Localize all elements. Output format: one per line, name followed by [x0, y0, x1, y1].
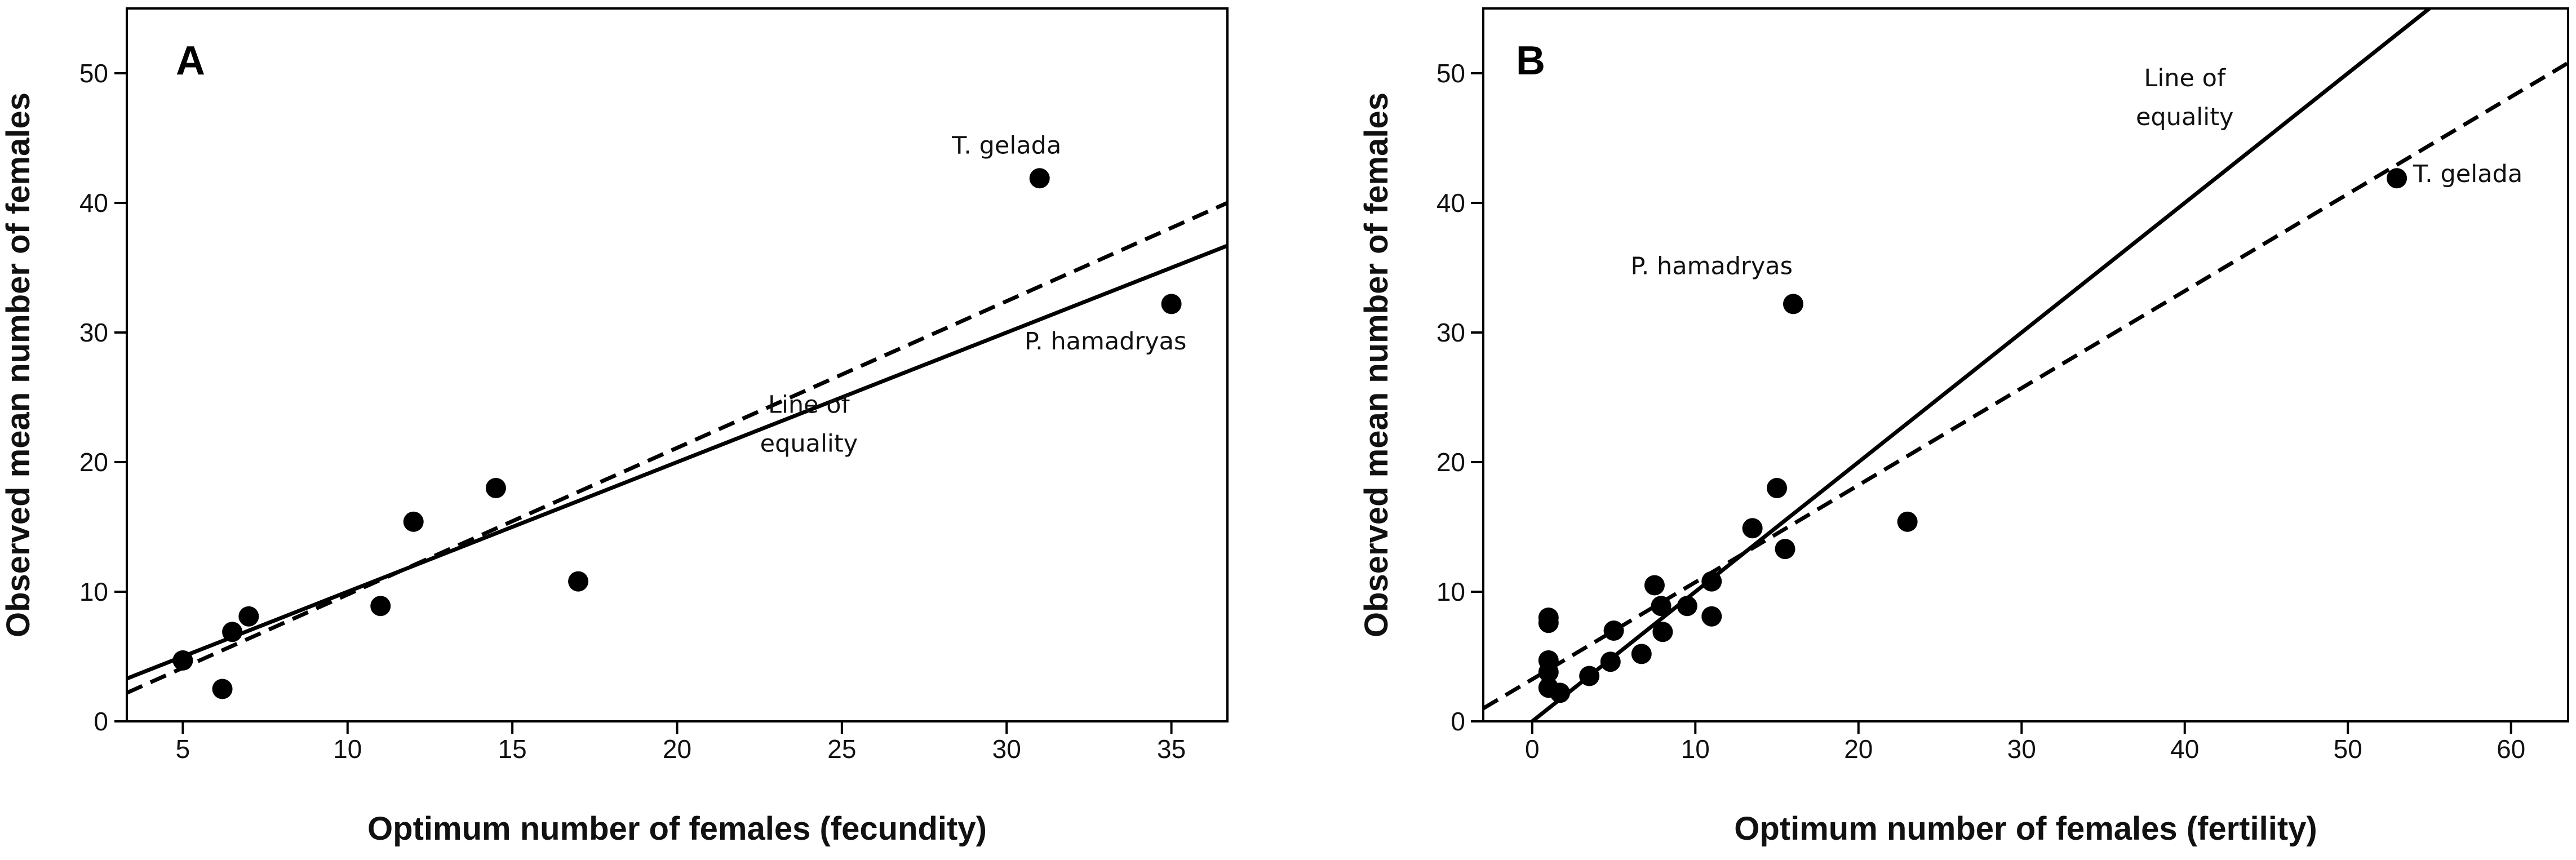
- panel-a-y-tick-label-30: 30: [79, 318, 108, 347]
- panel-b-letter: B: [1516, 38, 1545, 83]
- panel-a-regression-line: [127, 201, 1227, 695]
- panel-b-x-tick-label-10: 10: [1681, 734, 1710, 764]
- panel-a-data-point-10: [1161, 294, 1182, 314]
- panel-b-y-tick-label-10: 10: [1436, 577, 1465, 606]
- panel-b-data-point-11: [1644, 575, 1665, 596]
- panel-b-data-point-22: [2387, 168, 2407, 189]
- panel-a-x-axis-title: Optimum number of females (fecundity): [367, 810, 987, 847]
- panel-b-annotation-1: T. gelada: [2413, 160, 2522, 188]
- panel-b-y-tick-label-30: 30: [1436, 318, 1465, 347]
- panel-b-x-tick-label-30: 30: [2007, 734, 2036, 764]
- panel-a-x-tick-label-35: 35: [1157, 734, 1186, 764]
- panel-b-data-point-16: [1701, 606, 1722, 627]
- panel-b-y-axis-title: Observed mean number of females: [1358, 92, 1395, 637]
- panel-b-data-point-7: [1579, 666, 1600, 686]
- panel-b-x-tick-label-0: 0: [1525, 734, 1540, 764]
- panel-a-y-tick-label-20: 20: [79, 447, 108, 477]
- panel-a-x-tick-label-10: 10: [333, 734, 362, 764]
- panel-a-x-tick-label-25: 25: [827, 734, 856, 764]
- panel-b-data-point-9: [1603, 620, 1624, 641]
- panel-a-y-tick-label-50: 50: [79, 59, 108, 88]
- panel-b-data-point-6: [1550, 682, 1571, 703]
- panel-b-data-point-17: [1742, 518, 1763, 539]
- panel-b-data-point-8: [1600, 651, 1621, 672]
- panel-b-y-tick-label-20: 20: [1436, 447, 1465, 477]
- panel-b-y-tick-label-0: 0: [1451, 707, 1465, 736]
- panel-b-equality-line: [1531, 8, 2431, 721]
- panel-b-x-tick-label-60: 60: [2497, 734, 2525, 764]
- panel-a-data-point-1: [172, 650, 193, 671]
- panel-a-annotation-4: equality: [760, 430, 858, 458]
- panel-b-x-tick-label-20: 20: [1844, 734, 1873, 764]
- panel-b-y-tick-label-40: 40: [1436, 188, 1465, 218]
- panel-a-y-tick-label-0: 0: [94, 707, 108, 736]
- panel-b-data-point-20: [1783, 294, 1803, 314]
- panel-b-data-point-18: [1767, 478, 1788, 498]
- panel-a-data-point-4: [238, 606, 259, 627]
- panel-a-data-point-3: [222, 622, 243, 642]
- panel-a-annotation-1: T. gelada: [951, 132, 1061, 160]
- panel-a-annotation-3: Line of: [768, 391, 850, 419]
- panel-a-x-tick-label-15: 15: [498, 734, 527, 764]
- panel-a: 5 10 15 20 25 30 35 0 10 20 30 40 50 Optimum number o…: [0, 7, 1229, 847]
- panel-a-lines: [127, 201, 1227, 695]
- panel-a-y-axis-title: Observed mean number of females: [0, 92, 37, 637]
- panel-a-data-point-2: [212, 679, 233, 699]
- panel-b-data-point-13: [1652, 622, 1673, 642]
- panel-a-data-point-7: [485, 478, 506, 498]
- panel-b-data-point-14: [1677, 596, 1697, 617]
- panel-a-y-tick-label-40: 40: [79, 188, 108, 218]
- panel-a-letter: A: [176, 38, 205, 83]
- panel-b: 0 10 20 30 40 50 60 0 10 20 30 40 50 Optimum number o…: [1358, 7, 2569, 847]
- panel-a-x-tick-label-20: 20: [663, 734, 691, 764]
- panel-b-x-tick-label-50: 50: [2334, 734, 2362, 764]
- panel-b-annotation-3: Line of: [2144, 64, 2226, 92]
- panel-b-data-point-10: [1631, 644, 1652, 664]
- panel-b-frame: [1482, 7, 2569, 722]
- panel-b-data-point-15: [1701, 571, 1722, 592]
- panel-b-regression-line: [1483, 61, 2568, 711]
- panel-a-equality-line: [127, 243, 1227, 681]
- panel-b-annotation-2: P. hamadryas: [1630, 252, 1793, 281]
- panel-b-data-point-2: [1538, 608, 1559, 628]
- panel-a-data-point-9: [1029, 168, 1050, 189]
- panel-b-x-tick-label-40: 40: [2170, 734, 2199, 764]
- panel-a-y-tick-label-10: 10: [79, 577, 108, 606]
- panel-b-x-axis-title: Optimum number of females (fertility): [1734, 810, 2317, 847]
- panel-a-x-tick-label-30: 30: [992, 734, 1021, 764]
- panel-b-data-point-4: [1538, 662, 1559, 682]
- panel-b-y-tick-label-50: 50: [1436, 59, 1465, 88]
- panel-b-data-point-21: [1897, 511, 1918, 532]
- panel-b-lines: [1483, 8, 2568, 721]
- panel-b-annotation-4: equality: [2136, 103, 2234, 131]
- panel-a-annotation-2: P. hamadryas: [1025, 327, 1187, 356]
- panel-a-data-point-5: [370, 596, 391, 617]
- panel-a-data-point-8: [568, 571, 589, 592]
- panel-a-data-point-6: [403, 511, 424, 532]
- panel-a-x-tick-label-5: 5: [176, 734, 190, 764]
- panel-b-data-point-19: [1775, 539, 1795, 560]
- panel-b-data-point-12: [1651, 596, 1671, 617]
